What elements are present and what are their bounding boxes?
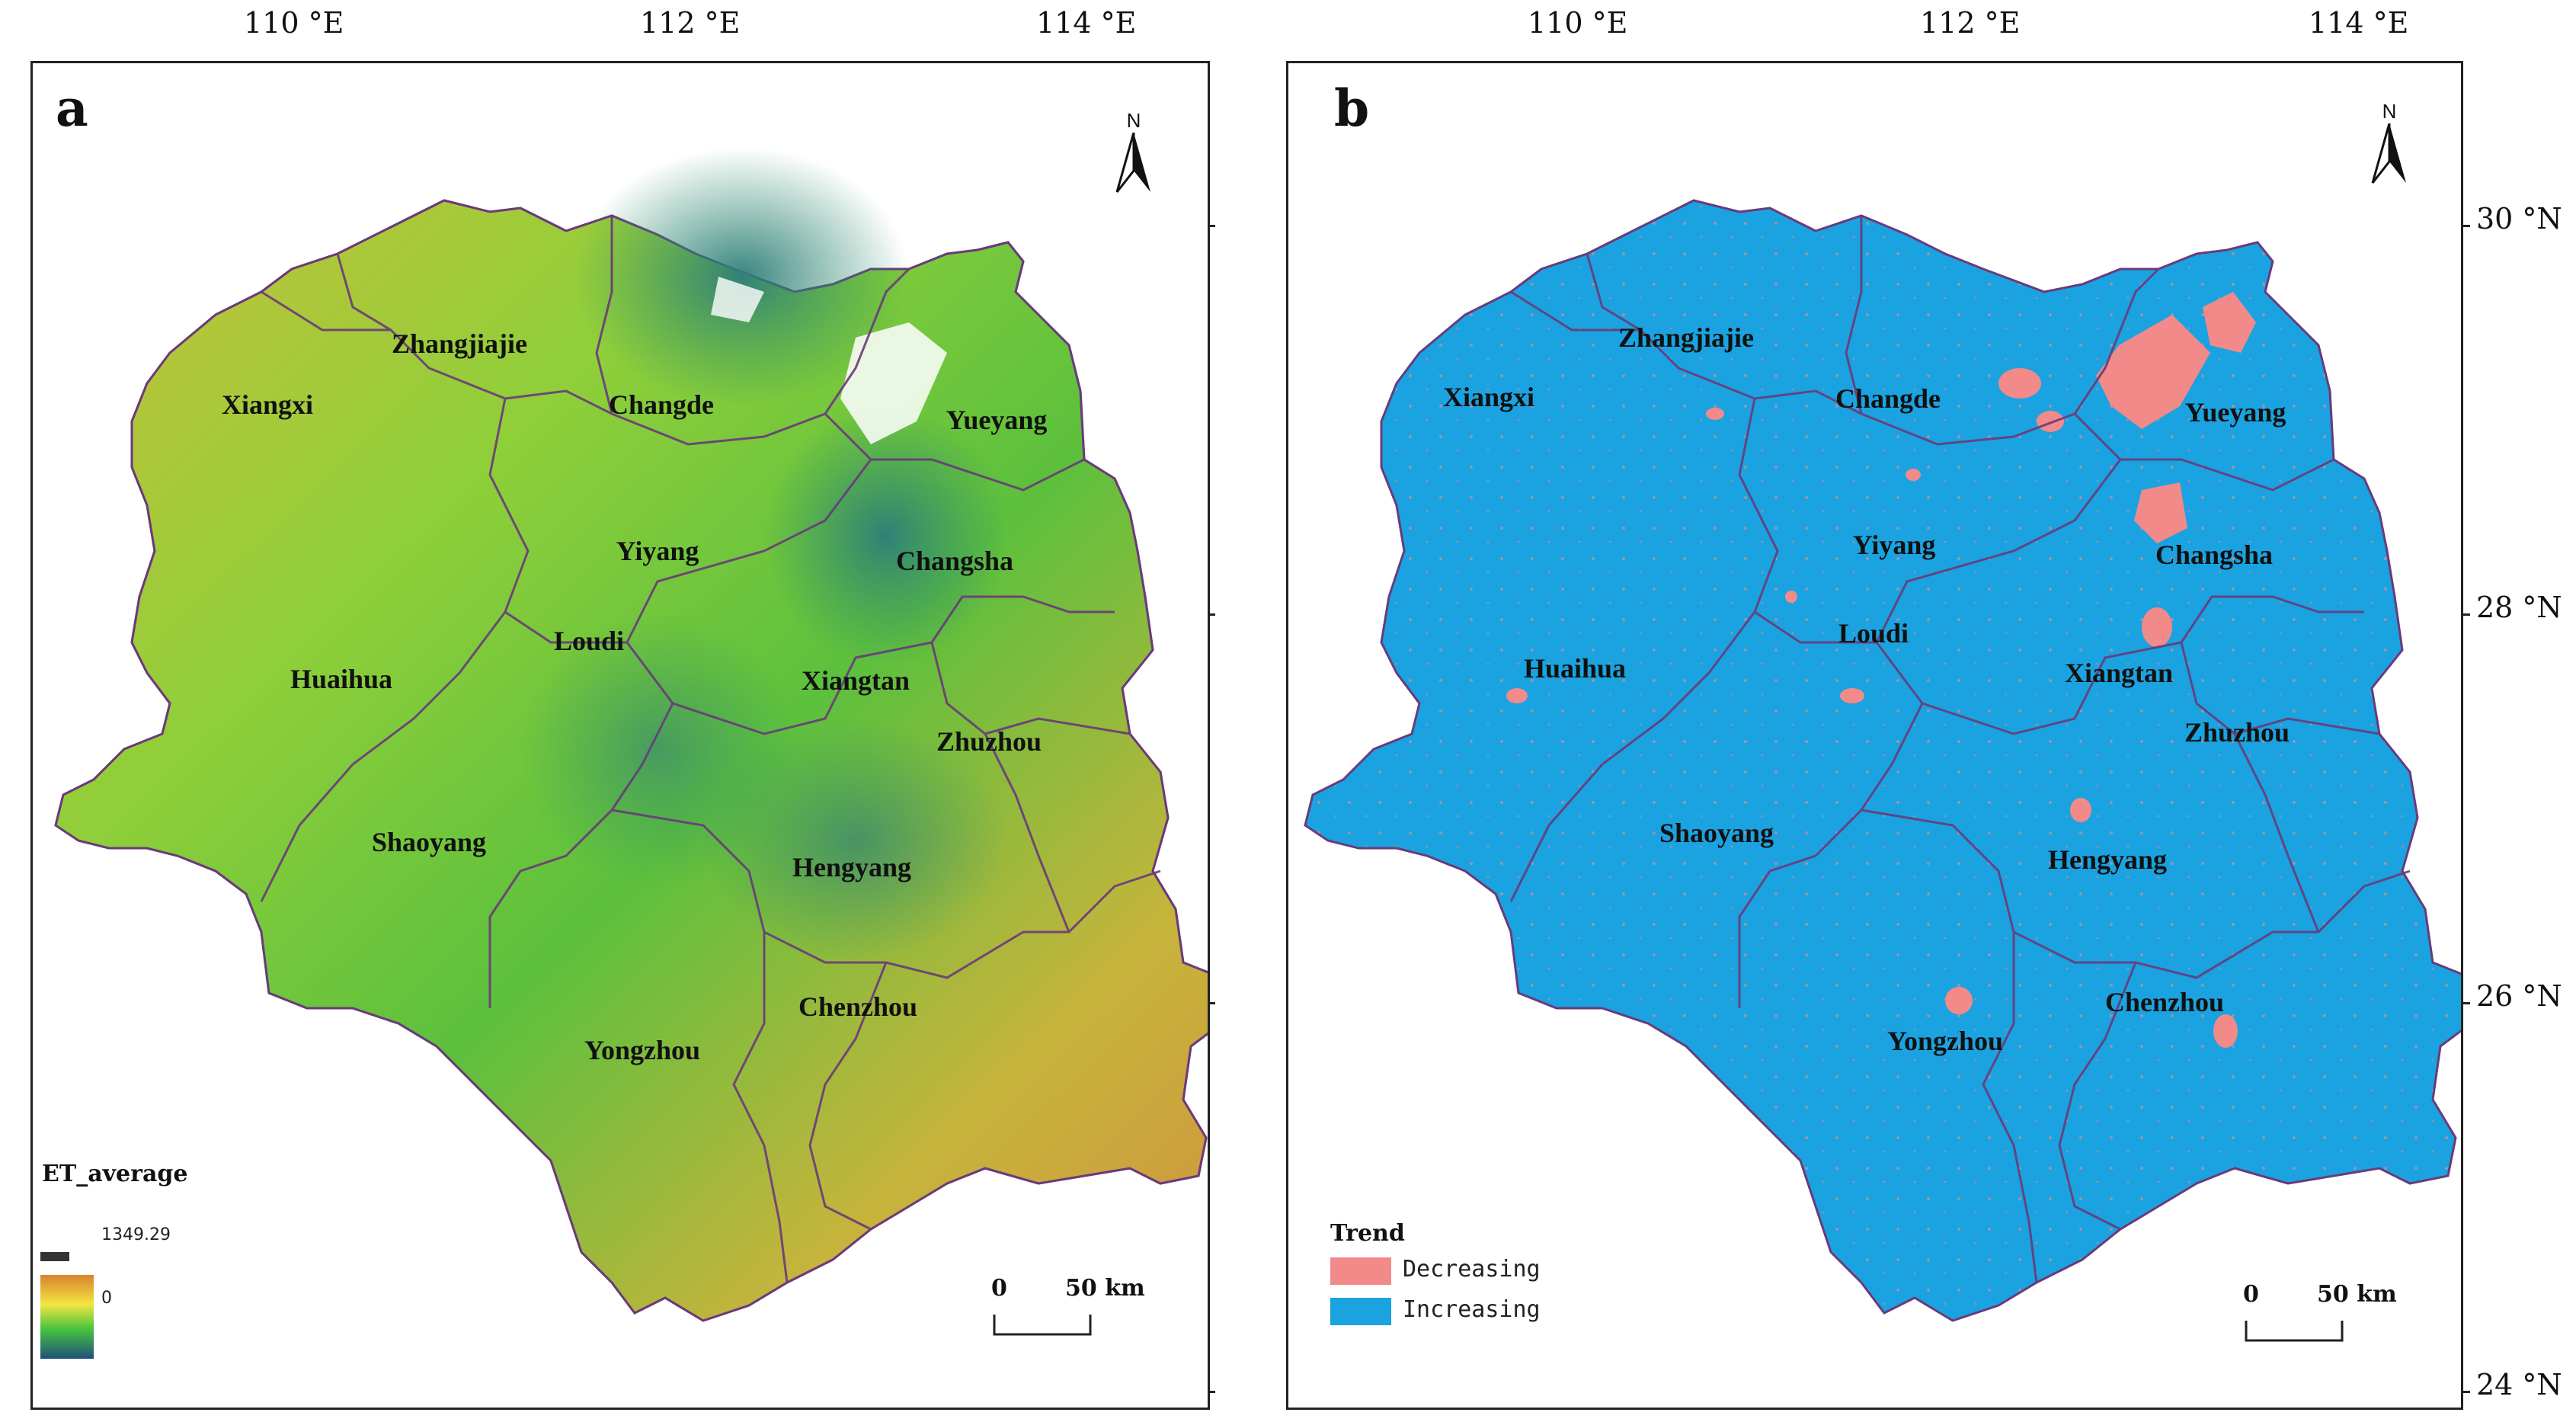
city-label-zhuzhou: Zhuzhou (2184, 717, 2290, 748)
north-arrow-icon (1115, 132, 1150, 193)
city-label-yongzhou: Yongzhou (1886, 1026, 2004, 1056)
legend-label-decreasing: Decreasing (1403, 1256, 1541, 1283)
city-label-loudi: Loudi (1838, 618, 1909, 649)
lon-label-110-b: 110 °E (1528, 6, 1628, 40)
panel-letter-b: b (1334, 78, 1370, 138)
legend-max: 1349.29 (101, 1225, 171, 1244)
scale-bar-b: 0 50 km (2237, 1281, 2397, 1357)
city-label-zhangjiajie: Zhangjiajie (1618, 322, 1755, 353)
city-label-hengyang: Hengyang (2047, 844, 2168, 875)
lat-tick (1208, 1002, 1215, 1004)
lat-label-28: 28 °N (2476, 591, 2562, 624)
et-average-map (40, 147, 1208, 1359)
north-arrow-b: N (2366, 100, 2412, 187)
scale-bar-line (993, 1315, 1092, 1336)
lon-label-110-a: 110 °E (244, 6, 344, 40)
lat-tick (1208, 1391, 1215, 1393)
city-label-chenzhou: Chenzhou (798, 991, 918, 1022)
trend-map (1304, 199, 2461, 1322)
city-label-zhuzhou: Zhuzhou (936, 726, 1042, 757)
legend-min: 0 (101, 1289, 112, 1308)
lat-tick (2459, 1391, 2470, 1393)
city-label-yiyang: Yiyang (1852, 530, 1936, 560)
lat-tick (2459, 613, 2470, 616)
legend-swatch-increasing (1330, 1298, 1391, 1325)
city-label-zhangjiajie: Zhangjiajie (391, 328, 528, 359)
lat-tick (2459, 225, 2470, 227)
city-label-hengyang: Hengyang (792, 852, 912, 882)
legend-swatch-decreasing (1330, 1257, 1391, 1285)
city-label-xiangtan: Xiangtan (2064, 658, 2174, 688)
city-label-changsha: Changsha (2155, 540, 2274, 570)
scale-km: 50 km (1065, 1275, 1145, 1302)
city-label-xiangtan: Xiangtan (801, 665, 910, 696)
lat-label-30: 30 °N (2476, 202, 2562, 235)
lat-label-24: 24 °N (2476, 1368, 2562, 1401)
north-label: N (1126, 109, 1141, 132)
panel-letter-a: a (56, 78, 88, 138)
map-panel-a: a N Zhangjiajie Xiangxi Changde Yueyang … (30, 61, 1210, 1410)
north-arrow-icon (2371, 123, 2406, 184)
lat-tick (2459, 1002, 2470, 1004)
legend-label-increasing: Increasing (1403, 1296, 1541, 1323)
city-label-changde: Changde (608, 389, 715, 420)
city-label-shaoyang: Shaoyang (371, 827, 487, 857)
lat-tick (1208, 225, 1215, 227)
scale-bar-line (2245, 1321, 2344, 1342)
lon-label-112-b: 112 °E (1920, 6, 2021, 40)
scale-km: 50 km (2317, 1281, 2397, 1308)
city-label-loudi: Loudi (553, 626, 625, 656)
city-label-huaihua: Huaihua (290, 664, 393, 694)
map-panel-b: b N Zhangjiajie Xiangxi Changde Yueyang … (1286, 61, 2463, 1410)
scale-bar-a: 0 50 km (985, 1275, 1145, 1351)
city-label-yongzhou: Yongzhou (584, 1035, 701, 1065)
city-label-yueyang: Yueyang (2184, 397, 2286, 428)
city-label-yueyang: Yueyang (946, 405, 1048, 435)
city-label-changsha: Changsha (895, 546, 1014, 576)
city-label-yiyang: Yiyang (616, 536, 699, 566)
city-label-chenzhou: Chenzhou (2104, 987, 2225, 1017)
city-label-xiangxi: Xiangxi (1442, 382, 1535, 412)
north-label: N (2382, 100, 2397, 123)
lon-label-114-b: 114 °E (2309, 6, 2409, 40)
legend-title-a: ET_average (42, 1161, 188, 1187)
lat-label-26: 26 °N (2476, 979, 2562, 1013)
lon-label-112-a: 112 °E (640, 6, 741, 40)
lat-tick (1208, 613, 1215, 616)
legend-color-bar (40, 1275, 94, 1359)
legend-unit: mm (43, 1197, 71, 1213)
north-arrow-a: N (1111, 109, 1157, 197)
city-label-huaihua: Huaihua (1523, 653, 1627, 684)
city-label-shaoyang: Shaoyang (1659, 818, 1774, 848)
scale-zero: 0 (991, 1275, 1007, 1302)
city-label-xiangxi: Xiangxi (221, 389, 314, 420)
legend-title-b: Trend (1330, 1220, 1405, 1247)
scale-zero: 0 (2243, 1281, 2259, 1308)
lon-label-114-a: 114 °E (1036, 6, 1137, 40)
city-label-changde: Changde (1835, 383, 1941, 414)
